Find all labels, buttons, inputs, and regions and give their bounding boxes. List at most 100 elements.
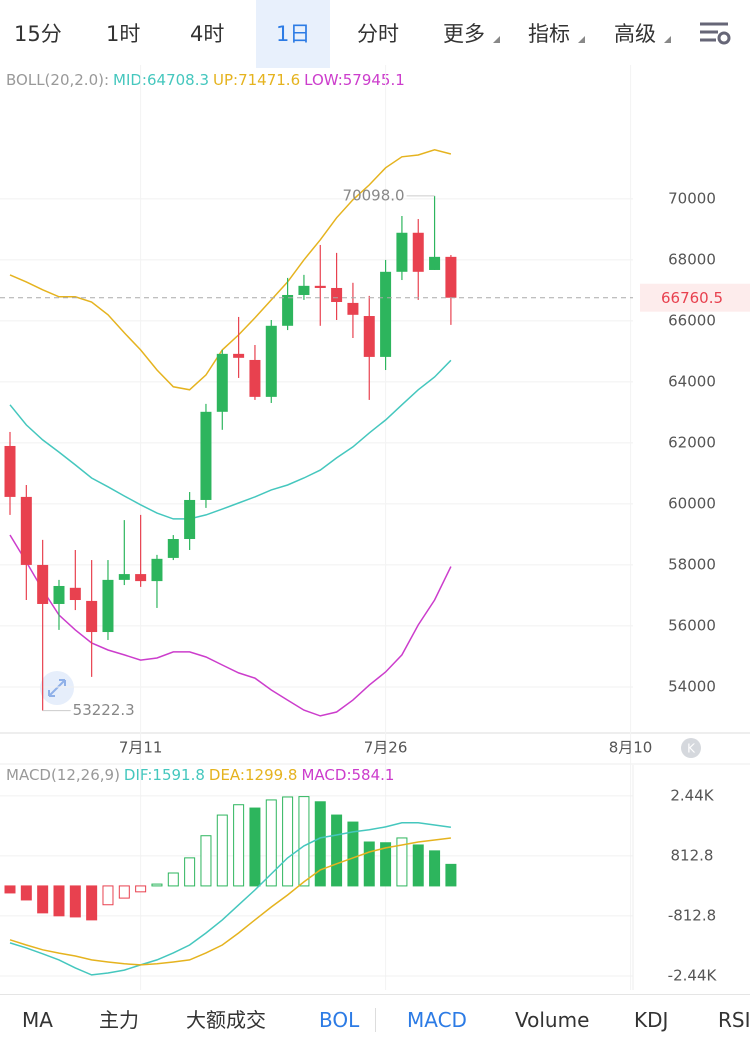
- bottom-tab[interactable]: Volume: [515, 1008, 590, 1032]
- candle-body: [347, 302, 359, 315]
- candle-body: [216, 353, 228, 412]
- chart: K 54000 56000 58000 60000 62000 64000 66000 680…: [0, 65, 750, 990]
- legend-entry: DIF:1591.8: [123, 766, 205, 784]
- macd-bar: [200, 835, 212, 887]
- candle-body: [314, 285, 326, 288]
- macd-bar: [265, 799, 277, 887]
- reset-button[interactable]: [681, 738, 701, 758]
- macd-bar: [37, 885, 49, 914]
- candle-body: [363, 316, 375, 357]
- y-tick-label: 70000: [668, 189, 716, 207]
- bottom-tab[interactable]: BOL: [319, 1008, 360, 1032]
- candle-body: [282, 294, 294, 326]
- macd-bar: [249, 807, 261, 887]
- dropdown-arrow: [664, 36, 671, 43]
- expand-icon[interactable]: [40, 671, 74, 705]
- dropdown-arrow: [493, 36, 500, 43]
- macd-bar: [347, 821, 359, 887]
- y-tick-label: 58000: [668, 555, 716, 573]
- indicator-line: [9, 149, 452, 391]
- macd-bar: [363, 841, 375, 887]
- macd-bar: [380, 842, 392, 887]
- candle-body: [118, 574, 130, 580]
- y-tick-label: 54000: [668, 677, 716, 695]
- indicator-title: MACD(12,26,9): [6, 766, 120, 784]
- macd-bar: [118, 885, 130, 899]
- boll-header: BOLL(20,2.0): MID:64708.3 UP:71471.6 LOW:57…: [6, 71, 409, 89]
- indicator-line: [9, 359, 452, 520]
- macd-bar: [233, 804, 245, 887]
- candle-body: [396, 232, 408, 272]
- indicator-line: [9, 837, 451, 966]
- top-tab[interactable]: 15分: [14, 22, 62, 46]
- top-tab[interactable]: 分时: [357, 22, 399, 46]
- settings-icon[interactable]: [698, 18, 732, 48]
- x-tick-label: 8月10: [609, 739, 653, 757]
- y-tick-label: -2.44K: [668, 966, 718, 984]
- candle-body: [445, 256, 457, 298]
- tab-divider: [375, 1008, 376, 1032]
- candle-body: [4, 445, 16, 497]
- y-tick-label: 56000: [668, 616, 716, 634]
- candle-body: [233, 353, 245, 358]
- legend-entry: LOW:57945.1: [304, 71, 405, 89]
- legend-entry: MID:64708.3: [113, 71, 210, 89]
- candle-body: [412, 232, 424, 272]
- candle-body: [331, 287, 343, 303]
- bottom-tab[interactable]: RSI: [718, 1008, 750, 1032]
- top-tab[interactable]: 高级: [614, 22, 656, 46]
- top-tab[interactable]: 4时: [190, 22, 225, 46]
- candle-body: [429, 256, 441, 270]
- candle-body: [151, 558, 163, 582]
- y-tick-label: 812.8: [671, 846, 714, 864]
- bottom-border: [0, 994, 750, 995]
- macd-bar: [135, 885, 147, 893]
- dropdown-arrow: [578, 36, 585, 43]
- candle-body: [167, 539, 179, 558]
- macd-bar: [53, 885, 65, 917]
- candle-body: [184, 499, 196, 540]
- y-tick-label: 60000: [668, 494, 716, 512]
- top-tab[interactable]: 1时: [106, 22, 141, 46]
- top-tab[interactable]: 指标: [528, 22, 570, 46]
- macd-bar: [184, 857, 196, 887]
- y-tick-label: 66000: [668, 311, 716, 329]
- bottom-tab[interactable]: MACD: [407, 1008, 467, 1032]
- top-tab[interactable]: 1日: [256, 0, 331, 68]
- macd-bar: [151, 883, 163, 887]
- low-label: 53222.3: [73, 701, 135, 719]
- candle-body: [86, 600, 98, 633]
- candle-body: [135, 574, 147, 582]
- macd-bar: [445, 863, 457, 887]
- candle-body: [200, 411, 212, 500]
- candle-body: [249, 359, 261, 397]
- candle-body: [298, 285, 310, 295]
- bottom-tab[interactable]: 主力: [99, 1008, 139, 1032]
- bottom-tab[interactable]: 大额成交: [186, 1008, 266, 1032]
- reset-icon[interactable]: K: [687, 742, 696, 756]
- candle-body: [20, 496, 32, 565]
- legend-entry: UP:71471.6: [213, 71, 301, 89]
- candle-body: [69, 587, 81, 601]
- macd-bar: [314, 801, 326, 887]
- top-tab[interactable]: 更多: [443, 22, 485, 46]
- bottom-tab[interactable]: MA: [22, 1008, 53, 1032]
- legend-entry: MACD:584.1: [301, 766, 395, 784]
- candle-body: [102, 579, 114, 633]
- macd-bar: [86, 885, 98, 921]
- bottom-tab[interactable]: KDJ: [634, 1008, 669, 1032]
- high-label: 70098.0: [343, 186, 405, 204]
- macd-bar: [102, 885, 114, 906]
- macd-bar: [167, 872, 179, 887]
- candle-body: [53, 585, 65, 604]
- indicator-line: [9, 534, 452, 717]
- candle-body: [380, 271, 392, 357]
- macd-bar: [216, 814, 228, 887]
- macd-bar: [4, 885, 16, 894]
- y-tick-label: 64000: [668, 372, 716, 390]
- legend-entry: DEA:1299.8: [208, 766, 298, 784]
- y-tick-label: 68000: [668, 250, 716, 268]
- indicator-line: [9, 822, 452, 976]
- macd-bar: [412, 844, 424, 887]
